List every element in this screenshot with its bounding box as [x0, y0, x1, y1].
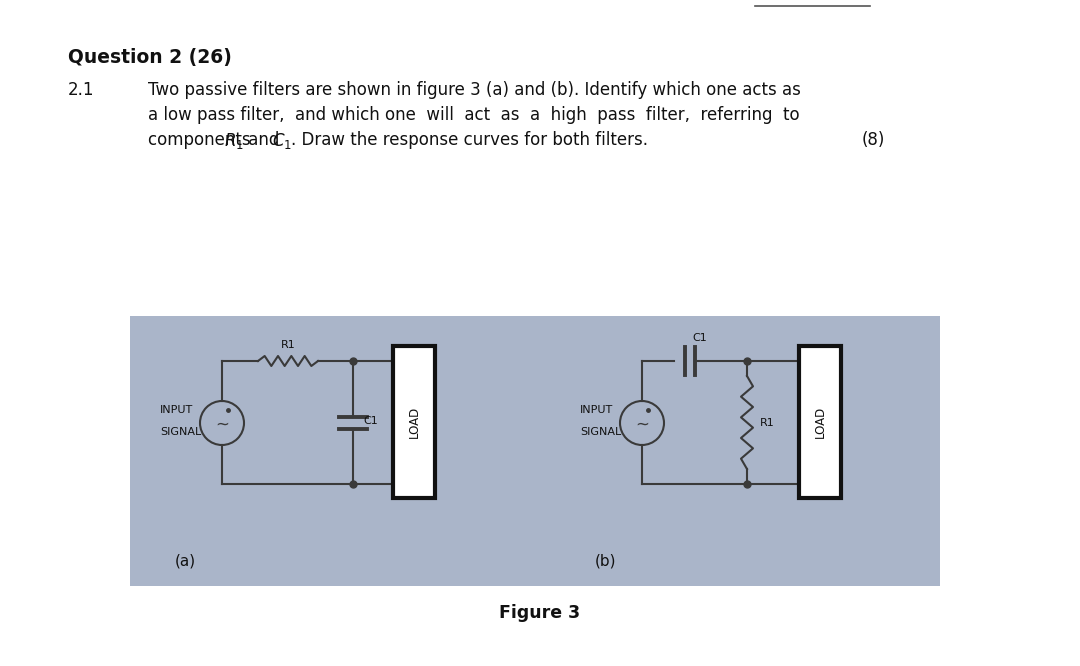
Text: (8): (8) — [862, 131, 886, 149]
Text: ~: ~ — [635, 416, 649, 434]
Text: components: components — [148, 131, 256, 149]
Text: Figure 3: Figure 3 — [499, 604, 581, 622]
Text: LOAD: LOAD — [813, 406, 826, 438]
Text: SIGNAL: SIGNAL — [580, 427, 621, 437]
Text: 2.1: 2.1 — [68, 81, 95, 99]
Text: . Draw the response curves for both filters.: . Draw the response curves for both filt… — [291, 131, 648, 149]
Text: SIGNAL: SIGNAL — [160, 427, 201, 437]
Text: C1: C1 — [363, 416, 378, 426]
Text: Two passive filters are shown in figure 3 (a) and (b). Identify which one acts a: Two passive filters are shown in figure … — [148, 81, 801, 99]
Text: and: and — [243, 131, 285, 149]
Text: C1: C1 — [692, 333, 706, 343]
Text: R1: R1 — [281, 340, 295, 350]
Text: ~: ~ — [215, 416, 229, 434]
Text: Question 2 (26): Question 2 (26) — [68, 48, 232, 67]
Text: $R_1$: $R_1$ — [224, 131, 244, 151]
Text: R1: R1 — [760, 418, 774, 428]
Text: LOAD: LOAD — [407, 406, 420, 438]
Bar — [799, 346, 841, 498]
Text: (b): (b) — [595, 553, 617, 568]
Text: a low pass filter,  and which one  will  act  as  a  high  pass  filter,  referr: a low pass filter, and which one will ac… — [148, 106, 799, 124]
Text: (a): (a) — [175, 553, 197, 568]
Bar — [130, 316, 940, 586]
Bar — [393, 346, 435, 498]
Text: INPUT: INPUT — [580, 405, 613, 415]
Text: $C_1$: $C_1$ — [272, 131, 292, 151]
Text: INPUT: INPUT — [160, 405, 193, 415]
